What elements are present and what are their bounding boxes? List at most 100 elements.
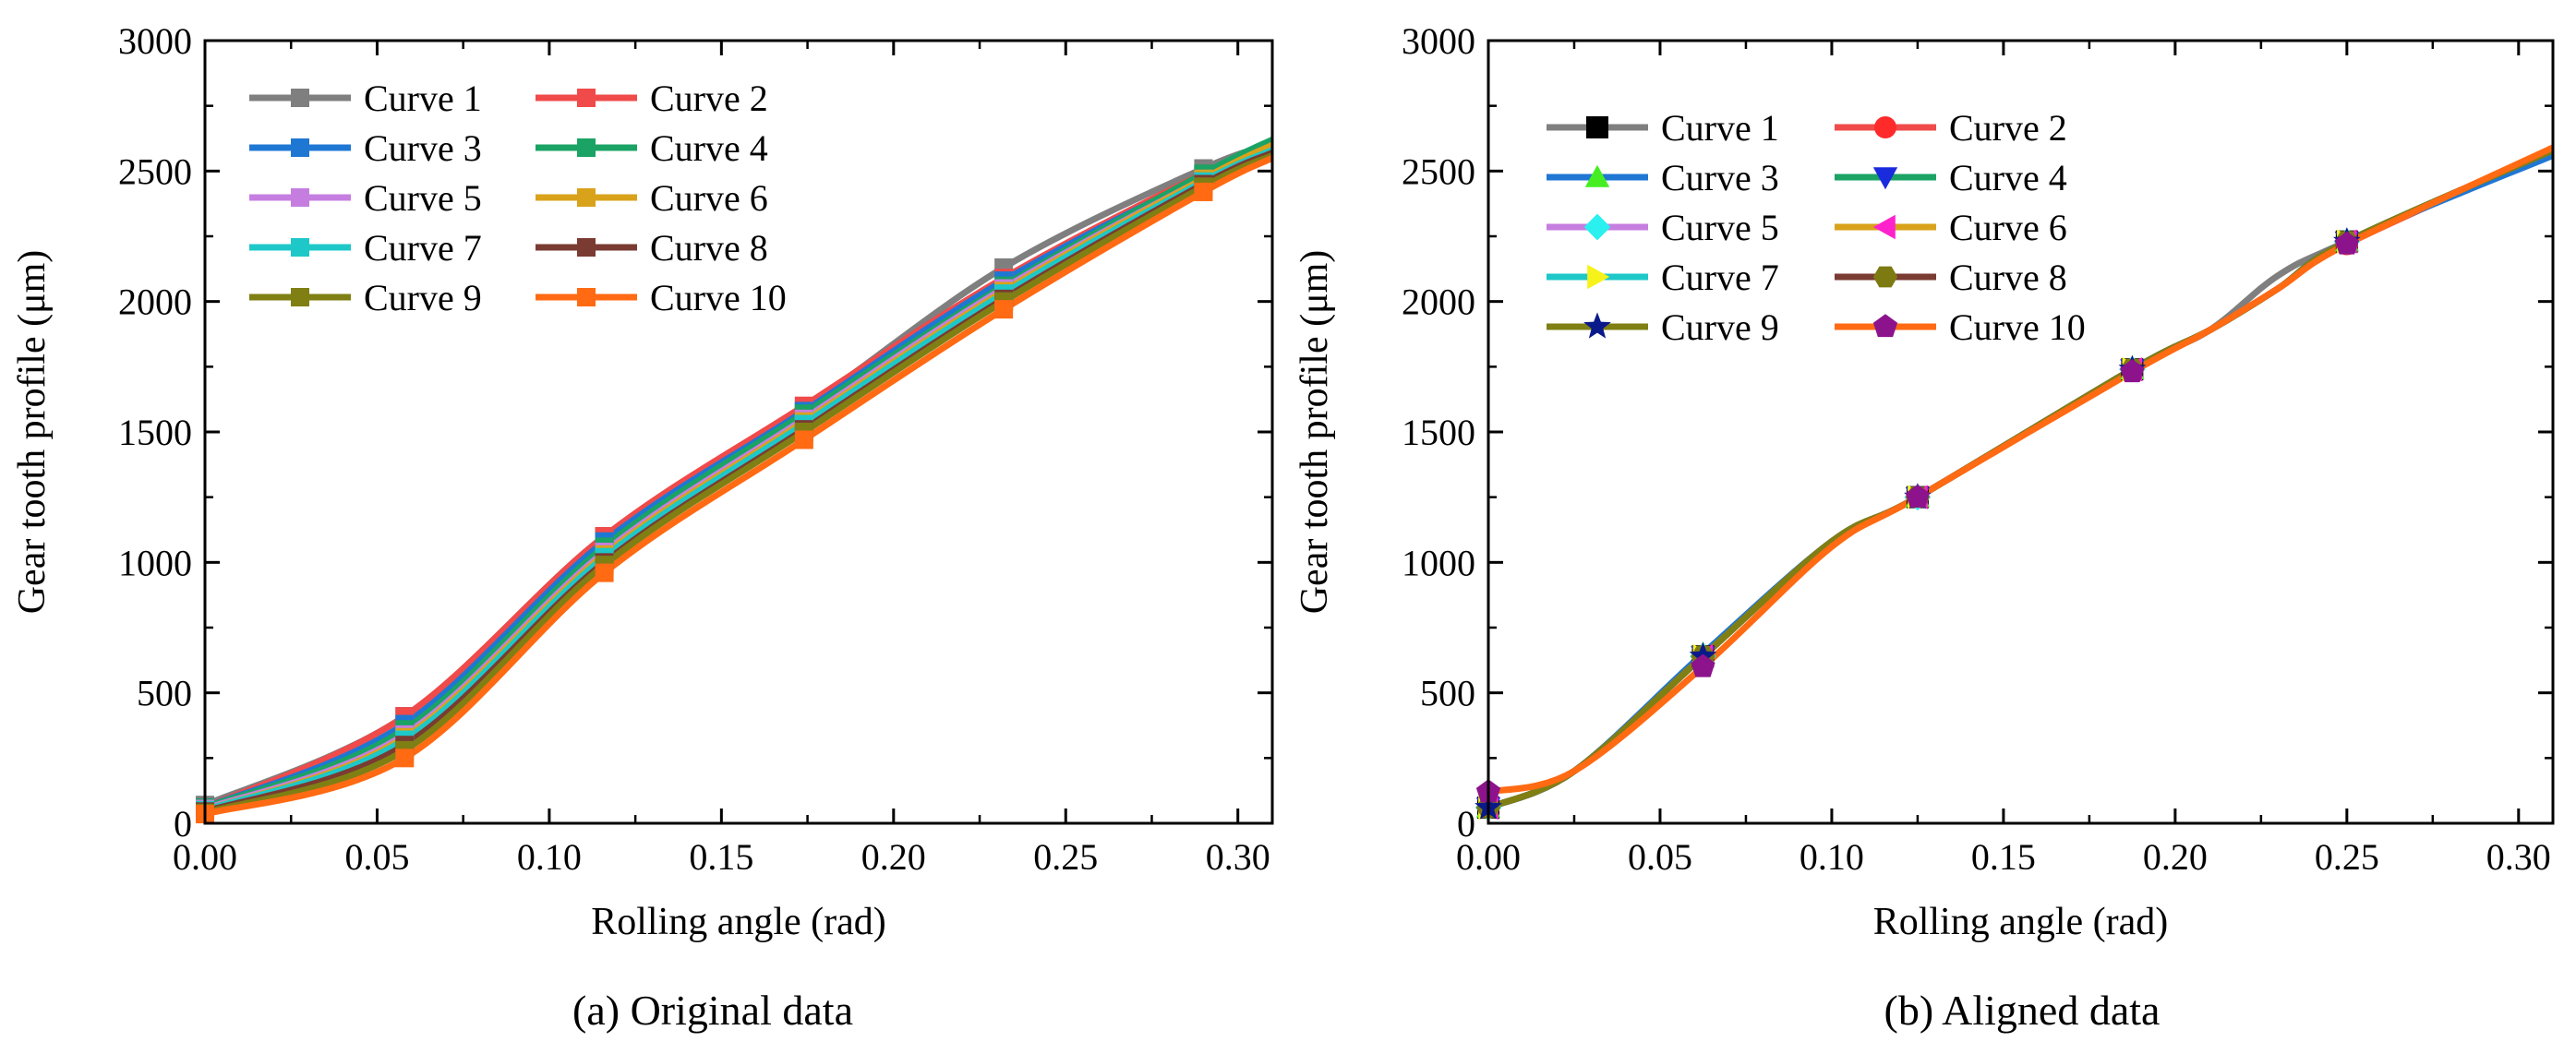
y-tick-label: 2000 [1402,281,1475,323]
legend-label: Curve 10 [650,277,787,318]
series-lines [1488,144,2553,811]
legend-marker [1587,264,1610,290]
legend-item-curve-9: Curve 9 [249,277,482,318]
legend-label: Curve 6 [1949,207,2067,248]
legend-marker [291,238,309,257]
x-tick-label: 0.05 [1628,836,1692,878]
legend-marker [577,138,596,157]
x-tick-label: 0.15 [689,836,753,878]
legend-label: Curve 3 [1661,157,1779,198]
legend-item-curve-3: Curve 3 [1547,157,1779,198]
legend-item-curve-5: Curve 5 [249,177,482,219]
axis-ticks: 0.00 0.05 0.10 0.15 0.20 0.25 0.30 0 500 1000 1500… [1402,20,2553,878]
legend-item-curve-6: Curve 6 [536,177,768,219]
legend-marker [1872,266,1898,288]
x-tick-label: 0.30 [2486,836,2551,878]
legend-item-curve-2: Curve 2 [1835,107,2067,149]
legend-marker [1872,167,1898,190]
data-point-curve-10 [2334,231,2359,255]
legend-marker [291,188,309,207]
data-point-curve-10 [1194,182,1213,201]
x-tick-label: 0.00 [173,836,237,878]
y-axis-title: Gear tooth profile (μm) [1294,250,1336,615]
legend-marker [577,89,596,107]
legend-label: Curve 9 [364,277,482,318]
data-point-curve-10 [794,430,813,449]
legend-label: Curve 9 [1661,306,1779,348]
x-axis-title: Rolling angle (rad) [591,901,886,943]
legend-marker [1874,116,1896,138]
y-tick-label: 0 [174,803,192,844]
legend-label: Curve 3 [364,127,482,169]
data-point-curve-10 [1905,484,1931,508]
panel-aligned-data: 0.00 0.05 0.10 0.15 0.20 0.25 0.30 0 500 1000 1500… [1294,20,2555,1034]
y-tick-label: 0 [1457,803,1475,844]
y-tick-label: 1500 [1402,412,1475,453]
panel-caption: (b) Aligned data [1884,987,2161,1034]
legend-item-curve-10: Curve 10 [1835,306,2086,348]
legend-label: Curve 10 [1949,306,2086,348]
x-axis-title: Rolling angle (rad) [1873,901,2169,943]
legend-item-curve-4: Curve 4 [1835,157,2067,198]
legend-marker [577,288,596,306]
y-tick-label: 500 [1420,673,1475,714]
legend-item-curve-7: Curve 7 [1547,257,1779,298]
legend-marker [291,89,309,107]
y-tick-label: 1000 [118,542,192,583]
legend-marker [1583,312,1611,339]
y-tick-label: 500 [137,673,192,714]
legend-marker [577,238,596,257]
legend-label: Curve 8 [1949,257,2067,298]
legend-label: Curve 6 [650,177,768,219]
legend-marker [291,288,309,306]
legend-label: Curve 5 [364,177,482,219]
y-tick-label: 2000 [118,281,192,323]
y-tick-label: 1500 [118,412,192,453]
legend-marker [1586,116,1608,138]
legend-label: Curve 2 [1949,107,2067,149]
legend-item-curve-2: Curve 2 [536,78,768,119]
y-tick-label: 3000 [118,20,192,62]
legend-item-curve-6: Curve 6 [1835,207,2067,248]
axis-ticks: 0.00 0.05 0.10 0.15 0.20 0.25 0.30 0 500 1000 1500… [118,20,1272,878]
legend-label: Curve 7 [1661,257,1779,298]
legend-item-curve-8: Curve 8 [536,227,768,269]
data-point-curve-10 [2120,359,2145,383]
x-tick-label: 0.25 [2315,836,2379,878]
legend-label: Curve 5 [1661,207,1779,248]
legend-marker [577,188,596,207]
x-tick-label: 0.30 [1206,836,1270,878]
legend-item-curve-5: Curve 5 [1547,207,1779,248]
y-tick-label: 2500 [118,150,192,192]
legend-marker [291,138,309,157]
legend-item-curve-1: Curve 1 [1547,107,1779,149]
x-tick-label: 0.05 [344,836,409,878]
x-tick-label: 0.20 [861,836,926,878]
x-tick-label: 0.10 [1800,836,1864,878]
y-tick-label: 1000 [1402,542,1475,583]
panel-caption: (a) Original data [572,987,853,1034]
legend-item-curve-1: Curve 1 [249,78,482,119]
y-tick-label: 3000 [1402,20,1475,62]
x-tick-label: 0.15 [1971,836,2036,878]
legend-marker [1584,164,1610,187]
x-tick-label: 0.20 [2143,836,2208,878]
legend: Curve 1 Curve 2 Curve 3 Curve 4 Curve 5 Curve… [249,78,787,318]
legend-label: Curve 1 [1661,107,1779,149]
data-point-curve-10 [395,749,415,768]
x-tick-label: 0.25 [1033,836,1098,878]
legend-marker [1872,314,1898,338]
legend-label: Curve 1 [364,78,482,119]
legend-item-curve-3: Curve 3 [249,127,482,169]
series-line-curve-9 [1488,147,2553,811]
data-point-curve-10 [595,563,614,582]
data-point-curve-10 [1691,653,1715,677]
series-line-curve-10 [1488,144,2553,796]
legend-label: Curve 4 [1949,157,2067,198]
legend-label: Curve 7 [364,227,482,269]
legend-item-curve-10: Curve 10 [536,277,787,318]
legend: Curve 1 Curve 2 Curve 3 Curve 4 Curve 5 Curve… [1547,107,2086,348]
x-tick-label: 0.00 [1456,836,1521,878]
legend-item-curve-8: Curve 8 [1835,257,2067,298]
